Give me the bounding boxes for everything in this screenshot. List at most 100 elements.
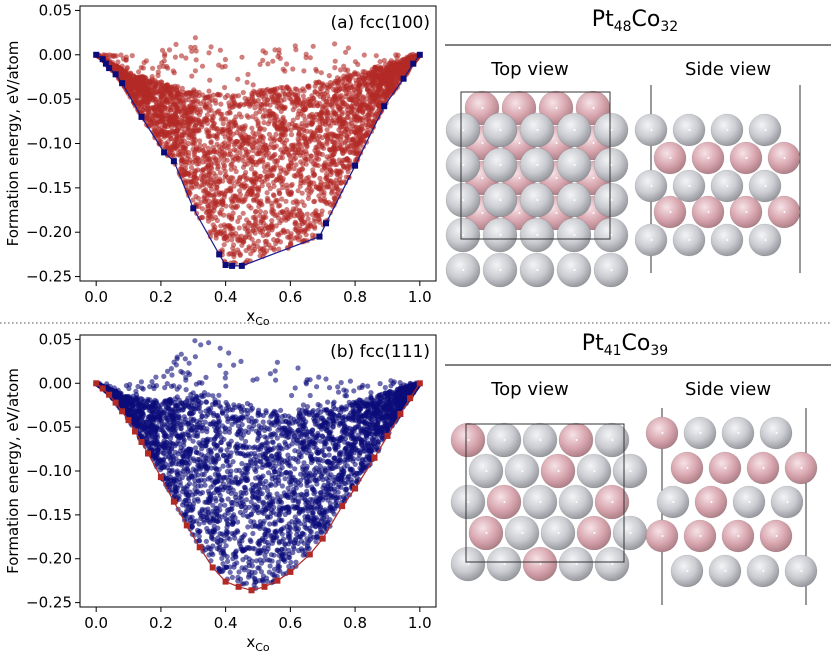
scatter-point [141, 92, 147, 98]
scatter-point [297, 101, 304, 107]
scatter-point [327, 123, 333, 129]
scatter-point [358, 79, 364, 85]
scatter-point [229, 574, 235, 581]
scatter-point [244, 151, 250, 157]
hull-point [190, 205, 197, 212]
hull-point [222, 262, 229, 268]
scatter-point [214, 131, 221, 137]
scatter-point [199, 206, 206, 212]
scatter-point [234, 138, 240, 144]
hull-point [216, 251, 223, 258]
scatter-point [335, 96, 341, 102]
scatter-point [182, 97, 188, 103]
scatter-point [391, 62, 397, 69]
scatter-point [237, 192, 243, 198]
scatter-point [393, 52, 399, 58]
scatter-point [235, 76, 241, 82]
scatter-point [301, 202, 307, 208]
scatter-point [228, 162, 234, 168]
scatter-point [245, 71, 251, 77]
scatter-point [248, 251, 254, 257]
scatter-point [218, 116, 224, 122]
scatter-point [359, 132, 365, 138]
scatter-point [257, 173, 263, 179]
scatter-point [214, 126, 220, 132]
scatter-point [329, 190, 335, 196]
scatter-point [269, 154, 275, 160]
scatter-point [333, 120, 339, 126]
scatter-point [281, 215, 287, 221]
scatter-point [155, 80, 161, 86]
scatter-point [258, 218, 264, 224]
scatter-point [320, 120, 326, 127]
scatter-point [348, 84, 354, 90]
scatter-point [277, 220, 283, 226]
scatter-point [285, 212, 291, 218]
scatter-point [319, 86, 325, 92]
scatter-point [205, 203, 211, 209]
x-tick-label: 1.0 [408, 288, 432, 306]
scatter-point [216, 144, 222, 150]
scatter-point [235, 247, 241, 253]
scatter-point [298, 217, 305, 223]
scatter-point [276, 92, 283, 98]
scatter-point [257, 208, 263, 215]
scatter-point [326, 156, 332, 162]
hull-point [170, 158, 177, 165]
scatter-point [129, 83, 135, 89]
scatter-point [226, 143, 232, 149]
scatter-point [190, 89, 197, 95]
scatter-point [113, 53, 119, 59]
scatter-point [249, 125, 255, 131]
y-tick-label: 0.00 [39, 46, 72, 64]
scatter-point [297, 183, 303, 189]
scatter-point [328, 168, 334, 174]
scatter-point [183, 162, 189, 168]
scatter-point [384, 64, 390, 70]
x-tick-label: 0.2 [149, 288, 173, 306]
scatter-point [237, 214, 243, 221]
scatter-point [172, 54, 178, 60]
scatter-point [213, 231, 219, 238]
scatter-point [250, 82, 256, 88]
scatter-point [352, 129, 358, 135]
y-tick-label: −0.05 [26, 90, 72, 108]
scatter-point [284, 61, 290, 67]
scatter-point [332, 65, 338, 71]
scatter-point [206, 88, 212, 94]
scatter-point [301, 88, 307, 94]
hull-point [238, 262, 245, 269]
hull-point [106, 65, 113, 72]
scatter-point [195, 117, 201, 123]
scatter-point [324, 174, 330, 180]
scatter-point [325, 399, 331, 405]
scatter-point [190, 159, 196, 166]
panel-annotation-a: (a) fcc(100) [331, 13, 430, 33]
scatter-point [205, 145, 212, 151]
scatter-point [373, 53, 379, 59]
scatter-point [252, 209, 258, 215]
scatter-point [170, 85, 177, 91]
scatter-point [199, 182, 205, 188]
scatter-point [107, 52, 113, 58]
scatter-point [273, 158, 279, 164]
scatter-point [219, 497, 225, 504]
scatter-point [268, 200, 274, 206]
scatter-point [352, 116, 358, 122]
scatter-point [187, 173, 193, 179]
scatter-point [235, 218, 241, 224]
scatter-point [308, 179, 314, 185]
scatter-point [137, 101, 143, 107]
scatter-point [334, 134, 340, 140]
scatter-point [242, 132, 248, 138]
scatter-point [214, 217, 220, 224]
scatter-point [236, 225, 242, 231]
scatter-point [298, 159, 304, 165]
scatter-point [199, 178, 206, 184]
scatter-point [288, 237, 294, 243]
scatter-point [290, 199, 296, 205]
scatter-point [250, 114, 256, 120]
scatter-point [339, 141, 345, 147]
scatter-point [255, 151, 261, 157]
scatter-point [169, 143, 175, 149]
